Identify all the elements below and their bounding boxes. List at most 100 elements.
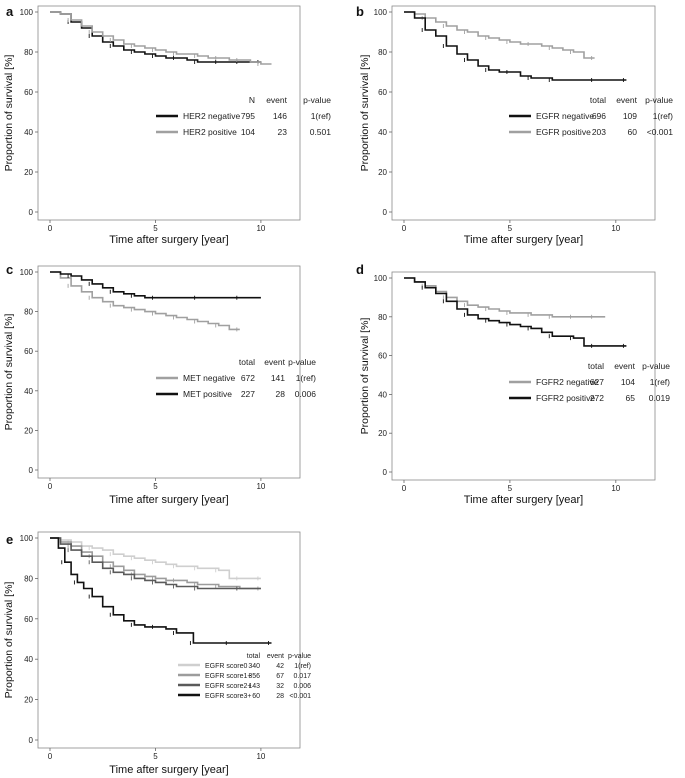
- y-tick-label: 20: [378, 429, 387, 438]
- plot-frame: [37, 5, 301, 221]
- y-tick-label: 80: [24, 574, 33, 583]
- y-tick-label: 20: [24, 426, 33, 435]
- series-line-her2-positive: [50, 11, 272, 65]
- y-tick-label: 40: [378, 390, 387, 399]
- x-tick-label: 10: [611, 224, 620, 233]
- y-tick-label: 100: [374, 8, 388, 17]
- legend-entry-name: HER2 negative: [183, 111, 240, 121]
- x-tick-label: 10: [256, 482, 265, 491]
- y-axis-label: Proportion of survival [%]: [3, 55, 15, 172]
- plot-frame: [391, 5, 656, 221]
- legend-entry-value: <0.001: [647, 127, 674, 137]
- legend-entry-value: 356: [248, 673, 260, 680]
- x-tick-label: 5: [508, 484, 513, 493]
- x-tick-label: 10: [256, 752, 265, 761]
- y-axis-label: Proportion of survival [%]: [359, 318, 371, 435]
- y-axis-label: Proportion of survival [%]: [3, 314, 15, 431]
- legend-entry-name: FGFR2 positive: [536, 393, 595, 403]
- y-tick-label: 20: [24, 168, 33, 177]
- x-tick-label: 0: [48, 482, 53, 491]
- legend-entry-value: 28: [276, 693, 284, 700]
- y-tick-label: 60: [378, 88, 387, 97]
- y-axis-label: Proportion of survival [%]: [359, 55, 371, 172]
- legend-entry-value: 32: [276, 683, 284, 690]
- y-tick-label: 0: [383, 468, 388, 477]
- legend-header: p-value: [288, 357, 316, 367]
- legend-entry-name: EGFR positive: [536, 127, 591, 137]
- legend-entry-value: 0.006: [295, 389, 317, 399]
- series-line-fgfr2-negative: [404, 277, 606, 318]
- legend-entry-value: 60: [252, 693, 260, 700]
- plot-frame: [391, 271, 656, 481]
- legend-header: event: [266, 95, 287, 105]
- x-tick-label: 0: [48, 752, 53, 761]
- legend-entry-value: 227: [241, 389, 255, 399]
- panel-a: a 0 20 40 60 80 100 0 5 10 Time after surgery [yea…: [3, 4, 331, 246]
- legend-entry-value: 272: [590, 393, 604, 403]
- legend-header: p-value: [303, 95, 331, 105]
- legend-header: event: [614, 361, 635, 371]
- series-line-egfr-negative: [404, 11, 595, 59]
- x-tick-label: 5: [153, 752, 158, 761]
- legend-entry-name: EGFR score1+: [205, 673, 252, 680]
- x-axis-label: Time after surgery [year]: [109, 494, 228, 506]
- panel-label: a: [6, 4, 14, 19]
- legend-entry-value: 146: [273, 111, 287, 121]
- x-axis-label: Time after surgery [year]: [109, 764, 228, 776]
- panel-label: d: [356, 262, 364, 277]
- legend-entry-value: 0.019: [649, 393, 671, 403]
- legend-entry-name: EGFR score3+: [205, 693, 252, 700]
- panel-c: c 0 20 40 60 80 100 0 5 10 Time after surgery [yea…: [3, 262, 316, 506]
- legend-entry-value: 28: [276, 389, 286, 399]
- legend-header: event: [264, 357, 285, 367]
- panel-d: d 0 20 40 60 80 100 0 5 10 Time after surgery [yea…: [356, 262, 670, 506]
- y-tick-label: 0: [29, 466, 34, 475]
- legend-header: event: [616, 95, 637, 105]
- y-tick-label: 80: [24, 48, 33, 57]
- legend: total event p-value MET negative 672 141 1(ref…: [156, 357, 316, 399]
- y-tick-label: 80: [24, 308, 33, 317]
- legend-entry-value: 60: [628, 127, 638, 137]
- y-tick-label: 60: [378, 352, 387, 361]
- series-line-egfr-score2-: [50, 537, 261, 590]
- y-tick-label: 40: [24, 655, 33, 664]
- legend-header: total: [588, 361, 604, 371]
- legend-header: p-value: [642, 361, 670, 371]
- legend-entry-value: 0.006: [293, 683, 311, 690]
- legend-entry-value: 340: [248, 663, 260, 670]
- legend-entry-name: MET positive: [183, 389, 232, 399]
- series-line-egfr-score3-: [50, 537, 272, 644]
- y-tick-label: 40: [24, 387, 33, 396]
- legend-entry-value: 0.017: [293, 673, 311, 680]
- y-axis-label: Proportion of survival [%]: [3, 582, 15, 699]
- legend-entry-name: FGFR2 negative: [536, 377, 599, 387]
- series-line-fgfr2-positive: [404, 277, 627, 347]
- legend-header: p-value: [288, 653, 311, 660]
- panel-label: c: [6, 262, 13, 277]
- y-tick-label: 20: [378, 168, 387, 177]
- legend-entry-name: HER2 positive: [183, 127, 237, 137]
- plot-frame: [37, 531, 301, 749]
- legend-entry-name: MET negative: [183, 373, 236, 383]
- x-tick-label: 0: [48, 224, 53, 233]
- legend-entry-value: 1(ref): [294, 663, 311, 670]
- x-tick-label: 10: [256, 224, 265, 233]
- legend-entry-value: 143: [248, 683, 260, 690]
- legend-entry-value: 1(ref): [653, 111, 673, 121]
- x-tick-label: 0: [402, 484, 407, 493]
- legend-header: N: [249, 95, 255, 105]
- series-line-met-negative: [50, 271, 240, 331]
- y-tick-label: 60: [24, 347, 33, 356]
- legend-entry-value: <0.001: [289, 693, 311, 700]
- legend-entry-value: 1(ref): [650, 377, 670, 387]
- legend-entry-value: 696: [592, 111, 606, 121]
- y-tick-label: 80: [378, 48, 387, 57]
- x-tick-label: 5: [508, 224, 513, 233]
- panel-label: b: [356, 4, 364, 19]
- y-tick-label: 40: [378, 128, 387, 137]
- legend-entry-value: 0.501: [310, 127, 332, 137]
- legend-header: total: [239, 357, 255, 367]
